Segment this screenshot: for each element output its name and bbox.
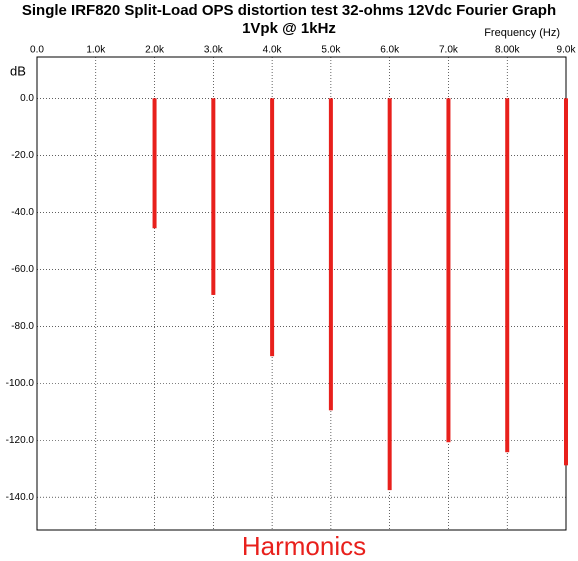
bar	[270, 98, 275, 357]
x-tick-label: 3.0k	[204, 45, 224, 56]
x-tick-label: 1.0k	[86, 45, 106, 56]
y-tick-label: 0.0	[20, 93, 34, 104]
bar	[505, 98, 510, 453]
y-tick-label: -40.0	[11, 207, 34, 218]
x-tick-label: 8.00k	[495, 45, 520, 56]
y-tick-label: -120.0	[6, 435, 35, 446]
y-tick-label: -80.0	[11, 321, 34, 332]
x-tick-label: 7.0k	[439, 45, 459, 56]
bar	[446, 98, 451, 443]
x-tick-label: 5.0k	[321, 45, 341, 56]
y-tick-label: -140.0	[6, 492, 35, 503]
bar	[152, 98, 157, 229]
bar	[328, 98, 333, 411]
chart-subtitle: 1Vpk @ 1kHz	[242, 20, 336, 37]
y-tick-label: -20.0	[11, 150, 34, 161]
bar	[211, 98, 216, 295]
bar	[387, 98, 392, 491]
plot-frame	[36, 56, 567, 531]
y-tick-label: -60.0	[11, 264, 34, 275]
x-axis-label: Frequency (Hz)	[484, 27, 560, 39]
x-tick-label: 2.0k	[145, 45, 165, 56]
bar	[564, 98, 568, 466]
x-tick-label: 9.0k	[557, 45, 577, 56]
x-tick-label: 0.0	[30, 45, 44, 56]
chart-title: Single IRF820 Split-Load OPS distortion …	[22, 2, 556, 19]
x-tick-label: 4.0k	[263, 45, 283, 56]
x-tick-label: 6.0k	[380, 45, 400, 56]
caption: Harmonics	[242, 531, 366, 561]
y-axis-label: dB	[10, 63, 26, 78]
y-tick-label: -100.0	[6, 378, 35, 389]
